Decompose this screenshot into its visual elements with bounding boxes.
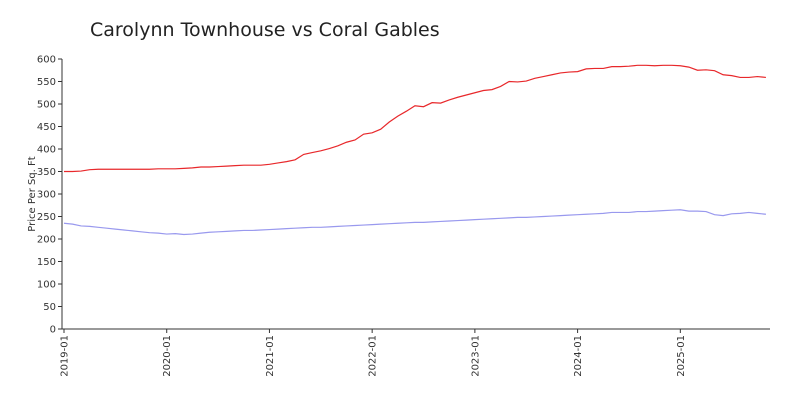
y-tick-label: 100 <box>37 280 56 291</box>
x-tick-label: 2025-01 <box>676 335 687 377</box>
line-series <box>63 209 766 236</box>
y-tick-label: 500 <box>37 100 56 111</box>
x-tick-label: 2021-01 <box>265 335 276 377</box>
y-tick-label: 150 <box>37 257 56 268</box>
y-axis-label: Price Per Sq. Ft <box>27 156 38 231</box>
y-tick-label: 450 <box>37 122 56 133</box>
y-tick-label: 400 <box>37 145 56 156</box>
x-tick-label: 2019-01 <box>60 335 71 377</box>
y-tick-label: 0 <box>50 325 56 336</box>
x-tick-label: 2022-01 <box>368 335 379 377</box>
y-tick-label: 350 <box>37 167 56 178</box>
y-tick-label: 250 <box>37 212 56 223</box>
x-tick-label: 2023-01 <box>470 335 481 377</box>
y-tick-label: 550 <box>37 77 56 88</box>
chart-title: Carolynn Townhouse vs Coral Gables <box>90 19 440 41</box>
x-tick-label: 2024-01 <box>573 335 584 377</box>
line-series <box>64 64 766 173</box>
x-tick-label: 2020-01 <box>162 335 173 377</box>
y-tick-label: 50 <box>43 302 56 313</box>
y-tick-label: 600 <box>37 55 56 66</box>
y-tick-label: 200 <box>37 235 56 246</box>
y-tick-label: 300 <box>37 190 56 201</box>
